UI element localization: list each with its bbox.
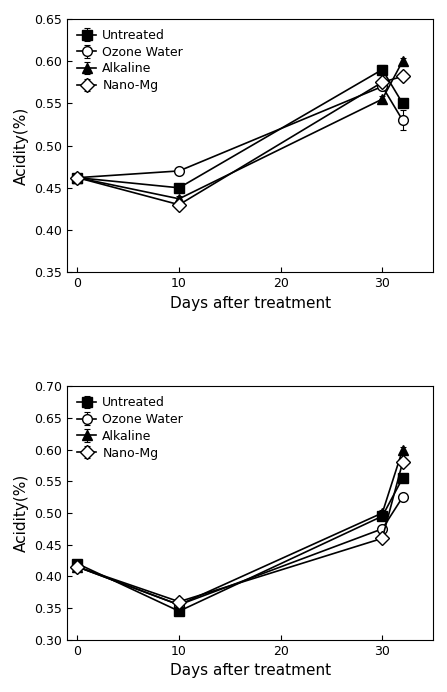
X-axis label: Days after treatment: Days after treatment [170,663,331,678]
Y-axis label: Acidity(%): Acidity(%) [14,107,29,185]
X-axis label: Days after treatment: Days after treatment [170,295,331,311]
Legend: Untreated, Ozone Water, Alkaline, Nano-Mg: Untreated, Ozone Water, Alkaline, Nano-M… [74,392,187,464]
Legend: Untreated, Ozone Water, Alkaline, Nano-Mg: Untreated, Ozone Water, Alkaline, Nano-M… [74,25,187,96]
Y-axis label: Acidity(%): Acidity(%) [14,474,29,552]
